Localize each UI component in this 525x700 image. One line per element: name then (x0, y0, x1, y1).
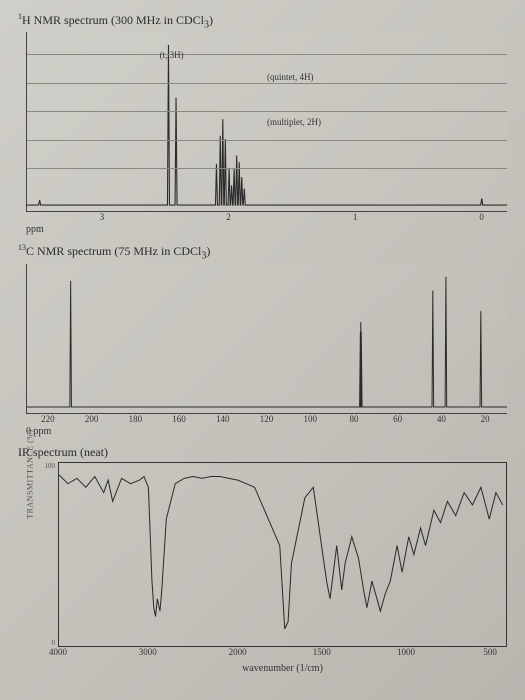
hnmr-annotation: (quintet, 4H) (267, 72, 314, 82)
cnmr-chart (26, 264, 507, 414)
ir-ylabel: TRANSMITTANCE (%) (26, 430, 35, 519)
hnmr-xticks: 3 2 1 0 (26, 212, 507, 226)
ir-yticks: 0 100 (41, 463, 57, 646)
cnmr-tick: 80 (349, 414, 358, 424)
hnmr-tick: 2 (226, 212, 231, 222)
ir-tick: 3000 (139, 647, 157, 657)
hnmr-gridline (27, 168, 507, 169)
cnmr-tick: 200 (85, 414, 99, 424)
hnmr-annotation: (multiplet, 2H) (267, 117, 321, 127)
cnmr-tick: 120 (260, 414, 274, 424)
hnmr-tick: 3 (100, 212, 105, 222)
ir-ytick: 100 (45, 462, 56, 470)
ir-tick: 4000 (49, 647, 67, 657)
ir-chart: 0100 (58, 462, 507, 647)
cnmr-title: 13C NMR spectrum (75 MHz in CDCl3) (18, 243, 507, 261)
ir-title: IR spectrum (neat) (18, 445, 507, 460)
hnmr-title-end: ) (209, 13, 213, 27)
cnmr-title-end: ) (206, 244, 210, 258)
cnmr-panel: 13C NMR spectrum (75 MHz in CDCl3) 220 20… (18, 243, 507, 436)
ir-tick: 1500 (313, 647, 331, 657)
cnmr-tick: 100 (303, 414, 317, 424)
cnmr-title-sup: 13 (18, 243, 26, 252)
ir-svg (59, 463, 506, 646)
hnmr-tick: 0 (479, 212, 484, 222)
cnmr-tick: 40 (437, 414, 446, 424)
hnmr-tick: 1 (353, 212, 358, 222)
hnmr-gridline (27, 140, 507, 141)
hnmr-title: 1H NMR spectrum (300 MHz in CDCl3) (18, 12, 507, 30)
cnmr-tick: 60 (393, 414, 402, 424)
page: 1H NMR spectrum (300 MHz in CDCl3) (t, 3… (0, 0, 525, 700)
ir-tick: 1000 (397, 647, 415, 657)
cnmr-xticks: 220 200 180 160 140 120 100 80 60 40 20 (26, 414, 507, 428)
cnmr-svg (27, 264, 507, 413)
cnmr-tick: 140 (216, 414, 230, 424)
hnmr-gridline (27, 111, 507, 112)
ir-xlabel: wavenumber (1/cm) (58, 663, 507, 674)
ir-ytick: 0 (52, 639, 56, 647)
cnmr-tick: 20 (481, 414, 490, 424)
ir-xticks: 40003000200015001000500 (58, 647, 507, 661)
hnmr-panel: 1H NMR spectrum (300 MHz in CDCl3) (t, 3… (18, 12, 507, 235)
ir-tick: 500 (483, 647, 497, 657)
hnmr-gridline (27, 83, 507, 84)
ir-panel: IR spectrum (neat) TRANSMITTANCE (%) 010… (18, 445, 507, 674)
cnmr-tick: 220 (41, 414, 55, 424)
hnmr-title-text: H NMR spectrum (300 MHz in CDCl (22, 13, 204, 27)
hnmr-gridline (27, 54, 507, 55)
cnmr-title-text: C NMR spectrum (75 MHz in CDCl (26, 244, 201, 258)
ir-tick: 2000 (229, 647, 247, 657)
cnmr-tick: 160 (172, 414, 186, 424)
hnmr-annotation: (t, 3H) (160, 50, 184, 60)
cnmr-tick: 180 (129, 414, 143, 424)
hnmr-chart: (t, 3H) (quintet, 4H) (multiplet, 2H) (26, 32, 507, 212)
